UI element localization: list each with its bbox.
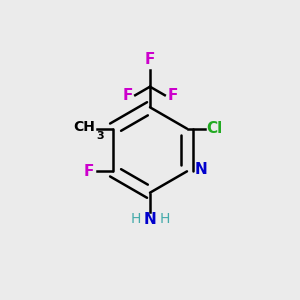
Text: F: F [145,52,155,67]
Text: CH: CH [74,120,95,134]
Text: F: F [122,88,133,103]
Text: F: F [167,88,178,103]
Text: F: F [84,164,94,179]
Text: 3: 3 [96,131,103,141]
Text: Cl: Cl [206,121,222,136]
Text: N: N [194,162,207,177]
Text: H: H [159,212,170,226]
Text: H: H [130,212,141,226]
Text: N: N [144,212,156,227]
